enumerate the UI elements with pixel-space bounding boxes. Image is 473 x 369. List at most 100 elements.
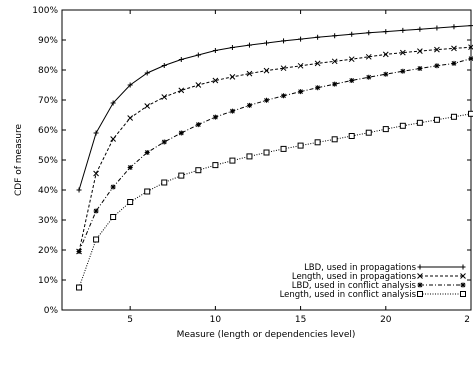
y-tick-label: 80% — [38, 66, 58, 76]
data-point — [93, 130, 99, 136]
data-point — [178, 130, 184, 136]
legend-marker — [460, 273, 466, 279]
y-tick-label: 50% — [38, 156, 58, 166]
series-line-1 — [78, 25, 472, 191]
data-point — [246, 153, 253, 160]
data-point — [451, 60, 457, 66]
legend-marker — [417, 282, 423, 288]
data-point — [263, 67, 270, 74]
legend-marker — [460, 291, 466, 297]
data-point — [382, 126, 389, 133]
data-point — [195, 122, 201, 128]
legend-label: LBD, used in propagations — [304, 263, 417, 273]
data-point — [110, 136, 116, 142]
data-point — [417, 48, 423, 54]
data-point — [161, 179, 168, 186]
data-point — [365, 53, 372, 60]
data-point — [399, 122, 406, 129]
data-point — [144, 150, 150, 155]
y-tick-label: 0% — [44, 306, 59, 316]
y-tick-label: 100% — [32, 6, 58, 16]
x-tick-label: 10 — [210, 315, 222, 325]
data-point — [144, 70, 150, 76]
data-point — [76, 187, 82, 193]
legend-marker — [417, 291, 423, 297]
y-tick-label: 90% — [38, 36, 58, 46]
data-point — [451, 24, 457, 30]
data-point — [468, 110, 473, 117]
data-point — [127, 115, 134, 121]
data-point — [144, 188, 151, 195]
data-point — [298, 89, 304, 95]
data-point — [382, 51, 389, 58]
series-line-3 — [78, 58, 472, 252]
data-point — [315, 34, 321, 40]
data-point — [127, 165, 133, 170]
data-point — [331, 58, 338, 65]
data-point — [315, 85, 321, 91]
data-point — [314, 139, 321, 146]
data-point — [349, 78, 355, 83]
data-point — [246, 102, 252, 108]
data-point — [365, 129, 372, 136]
data-point — [110, 184, 116, 190]
data-point — [93, 208, 99, 214]
data-point — [264, 40, 269, 46]
y-tick-label: 10% — [38, 276, 58, 286]
data-point — [298, 36, 304, 42]
y-tick-label: 20% — [38, 246, 58, 256]
x-tick-label: 5 — [127, 315, 133, 325]
data-point — [348, 133, 355, 139]
y-tick-label: 40% — [38, 186, 58, 196]
data-point — [195, 52, 201, 58]
data-point — [400, 27, 406, 33]
data-point — [383, 29, 389, 35]
data-point — [76, 249, 82, 254]
data-point — [212, 162, 219, 169]
legend-marker — [460, 264, 466, 270]
data-point — [451, 45, 457, 52]
y-tick-label: 60% — [38, 126, 58, 136]
legend-label: Length, used in conflict analysis — [280, 290, 417, 300]
series-line-2 — [78, 46, 472, 252]
data-point — [264, 97, 269, 103]
data-point — [450, 113, 457, 120]
x-tick-label: 20 — [380, 315, 392, 325]
data-point — [468, 56, 473, 62]
data-point — [433, 116, 440, 123]
data-point — [178, 57, 184, 62]
legend-label: LBD, used in conflict analysis — [292, 281, 417, 291]
data-point — [246, 42, 252, 48]
data-point — [76, 284, 83, 291]
data-point — [297, 62, 304, 69]
y-tick-label: 70% — [38, 96, 58, 106]
data-point — [399, 49, 406, 56]
data-point — [280, 145, 287, 152]
data-point — [417, 26, 423, 32]
data-point — [297, 142, 304, 149]
data-point — [280, 65, 287, 72]
series-markers — [76, 23, 473, 291]
data-point — [348, 56, 355, 63]
data-point — [281, 93, 287, 99]
data-point — [195, 167, 202, 174]
data-point — [400, 68, 406, 74]
data-point — [178, 87, 185, 94]
data-point — [127, 82, 133, 88]
data-point — [127, 199, 134, 205]
data-point — [212, 48, 218, 53]
data-point — [246, 70, 253, 77]
data-point — [383, 71, 389, 77]
data-point — [417, 66, 423, 71]
data-point — [229, 157, 236, 164]
data-point — [144, 103, 151, 109]
data-point — [434, 46, 440, 53]
axis-ticks: 0% 10% 20% 30% 40% 50% 60% 70% 80% 90% 100% 5 10 15 20… — [32, 6, 472, 325]
data-point — [416, 119, 423, 126]
data-point — [434, 63, 440, 69]
data-point — [178, 172, 185, 179]
data-point — [434, 25, 440, 31]
data-point — [332, 33, 338, 39]
data-point — [366, 74, 372, 80]
data-point — [161, 94, 168, 100]
